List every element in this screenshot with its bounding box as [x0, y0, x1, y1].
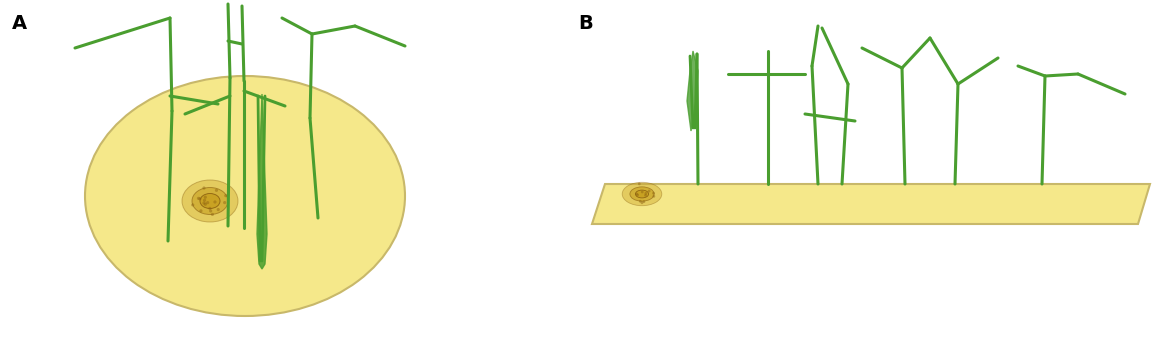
Circle shape — [199, 209, 203, 213]
Circle shape — [198, 197, 201, 200]
Circle shape — [223, 201, 226, 204]
Circle shape — [215, 189, 218, 192]
Circle shape — [638, 183, 640, 185]
Circle shape — [213, 200, 217, 204]
Ellipse shape — [192, 188, 228, 215]
Circle shape — [204, 203, 207, 206]
Ellipse shape — [623, 182, 662, 206]
Circle shape — [208, 207, 212, 210]
Circle shape — [637, 193, 639, 196]
Text: A: A — [12, 14, 27, 33]
Ellipse shape — [85, 76, 405, 316]
Circle shape — [652, 192, 655, 195]
Ellipse shape — [636, 190, 648, 198]
Ellipse shape — [182, 180, 237, 222]
Circle shape — [197, 197, 200, 200]
Circle shape — [643, 200, 645, 203]
Circle shape — [203, 201, 206, 205]
Circle shape — [636, 193, 638, 195]
Circle shape — [639, 200, 641, 203]
Circle shape — [204, 195, 207, 199]
Polygon shape — [687, 51, 698, 131]
Circle shape — [203, 199, 206, 202]
Circle shape — [206, 201, 210, 204]
Ellipse shape — [630, 187, 654, 201]
Circle shape — [225, 194, 227, 197]
Circle shape — [647, 190, 651, 192]
Circle shape — [217, 208, 220, 211]
Circle shape — [210, 209, 212, 213]
Circle shape — [645, 192, 647, 195]
Text: B: B — [579, 14, 592, 33]
Circle shape — [644, 194, 647, 197]
Circle shape — [641, 190, 644, 193]
Circle shape — [191, 203, 194, 206]
Circle shape — [211, 213, 214, 216]
Ellipse shape — [200, 194, 220, 209]
Polygon shape — [257, 94, 267, 269]
Polygon shape — [592, 184, 1150, 224]
Circle shape — [640, 201, 644, 204]
Circle shape — [203, 187, 206, 190]
Circle shape — [653, 195, 655, 198]
